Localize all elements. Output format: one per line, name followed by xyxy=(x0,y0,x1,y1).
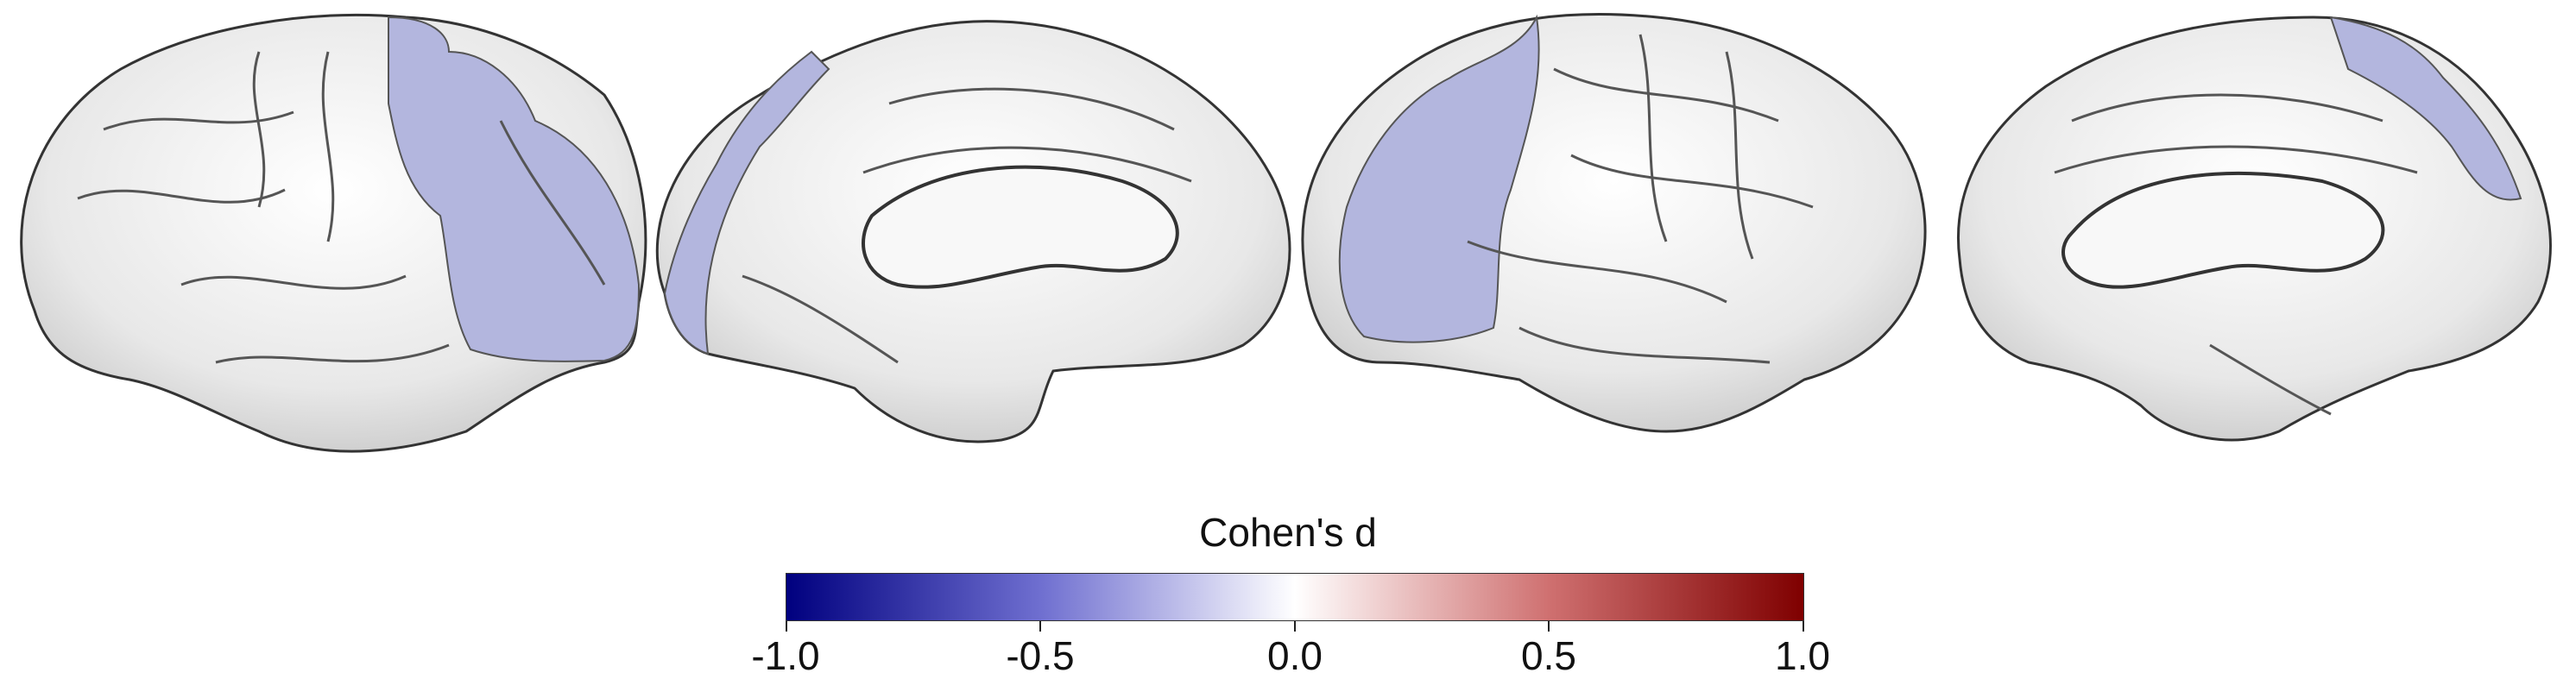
left-lateral-view xyxy=(20,14,647,453)
colorbar xyxy=(786,573,1804,621)
colorbar-tick xyxy=(786,621,787,632)
colorbar-tick-label: -1.0 xyxy=(751,633,820,678)
colorbar-tick-label: 1.0 xyxy=(1775,633,1830,678)
colorbar-tick xyxy=(1294,621,1296,632)
colorbar-tick xyxy=(1039,621,1041,632)
activation-region xyxy=(1338,14,1540,343)
right-medial-view xyxy=(1957,16,2552,442)
colorbar-tick-label: 0.5 xyxy=(1521,633,1576,678)
right-lateral-view xyxy=(1301,13,1927,433)
left-medial-view xyxy=(655,20,1291,443)
colorbar-tick-label: 0.0 xyxy=(1267,633,1323,678)
colorbar-tick xyxy=(1803,621,1804,632)
activation-region xyxy=(663,50,830,355)
activation-region xyxy=(388,16,641,362)
activation-region xyxy=(2329,16,2522,201)
colorbar-tick xyxy=(1548,621,1550,632)
colorbar-tick-label: -0.5 xyxy=(1006,633,1075,678)
colorbar-title: Cohen's d xyxy=(1199,510,1377,555)
